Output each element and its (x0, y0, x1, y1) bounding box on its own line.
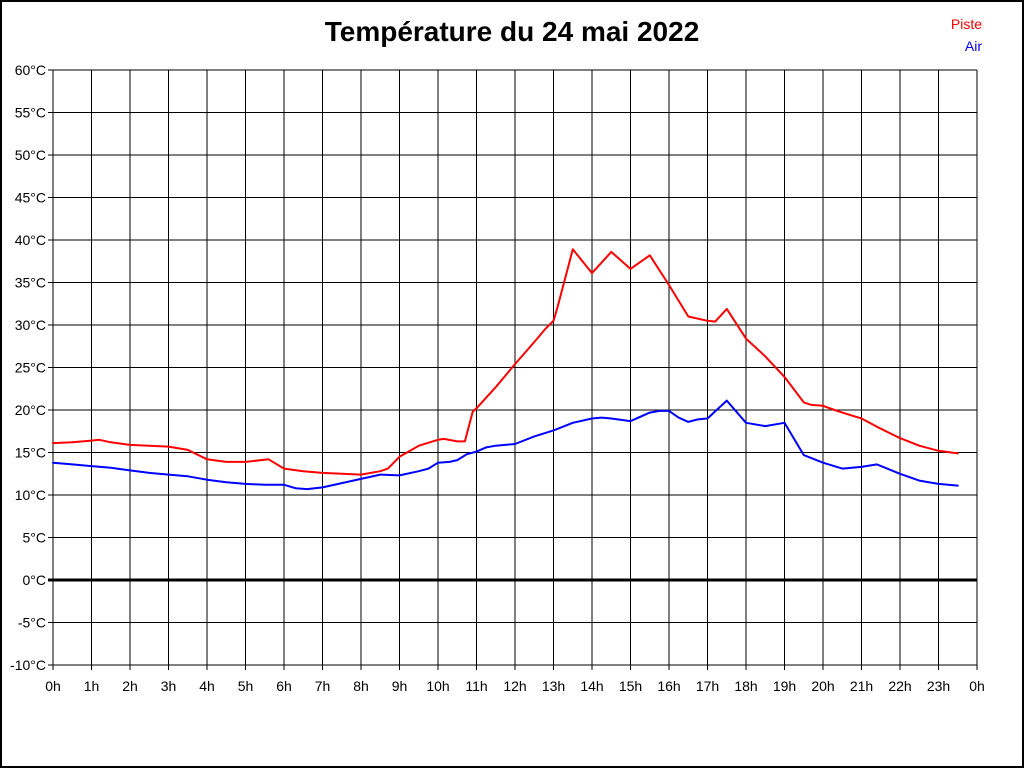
y-axis-tick-label: 50°C (15, 147, 46, 163)
x-axis-tick-label: 3h (161, 678, 177, 694)
series-line-piste (52, 248, 959, 476)
x-axis-tick-label: 17h (696, 678, 719, 694)
legend: Piste Air (951, 13, 982, 57)
legend-label-air: Air (964, 38, 982, 54)
chart-title: Température du 24 mai 2022 (324, 16, 700, 47)
x-axis-tick-label: 12h (503, 678, 526, 694)
x-axis-tick-label: 15h (619, 678, 642, 694)
x-axis-tick-label: 5h (238, 678, 254, 694)
x-axis-tick-label: 4h (199, 678, 215, 694)
x-axis-tick-label: 14h (580, 678, 603, 694)
y-axis-tick-label: 35°C (15, 275, 46, 291)
x-axis-tick-label: 13h (542, 678, 565, 694)
x-axis-tick-label: 11h (465, 678, 487, 694)
y-axis-tick-label: 5°C (23, 530, 47, 546)
x-axis-tick-label: 8h (353, 678, 369, 694)
x-axis-tick-label: 19h (773, 678, 796, 694)
x-axis-tick-label: 2h (122, 678, 138, 694)
x-axis-tick-label: 7h (315, 678, 331, 694)
y-axis-tick-label: 45°C (15, 190, 46, 206)
x-axis-tick-label: 21h (850, 678, 873, 694)
x-axis-tick-label: 1h (84, 678, 100, 694)
y-axis-tick-label: -5°C (18, 615, 46, 631)
x-axis-tick-label: 16h (657, 678, 680, 694)
y-axis-tick-label: 20°C (15, 402, 46, 418)
x-axis-tick-label: 0h (45, 678, 61, 694)
y-axis-tick-label: -10°C (10, 657, 46, 673)
y-axis-tick-label: 15°C (15, 445, 46, 461)
x-axis-tick-label: 9h (392, 678, 408, 694)
x-axis-tick-label: 22h (888, 678, 911, 694)
y-axis-tick-label: 55°C (15, 105, 46, 121)
y-axis-tick-label: 60°C (15, 62, 46, 78)
x-axis-tick-label: 6h (276, 678, 292, 694)
legend-label-piste: Piste (950, 16, 982, 32)
y-axis-tick-label: 0°C (23, 572, 47, 588)
x-axis-tick-label: 18h (734, 678, 757, 694)
y-axis-tick-label: 40°C (15, 232, 46, 248)
x-axis-tick-label: 0h (969, 678, 985, 694)
y-axis-tick-label: 25°C (15, 360, 46, 376)
x-axis-tick-label: 20h (811, 678, 834, 694)
x-axis-tick-label: 10h (426, 678, 449, 694)
series-line-air (52, 399, 959, 491)
y-axis-tick-label: 10°C (15, 487, 46, 503)
x-axis-tick-label: 23h (927, 678, 950, 694)
y-axis-tick-label: 30°C (15, 317, 46, 333)
